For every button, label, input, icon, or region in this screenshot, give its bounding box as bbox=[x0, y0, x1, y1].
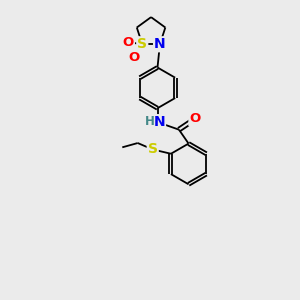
Text: O: O bbox=[128, 51, 139, 64]
Text: S: S bbox=[137, 37, 147, 51]
Text: O: O bbox=[123, 36, 134, 49]
Text: H: H bbox=[144, 115, 154, 128]
Text: S: S bbox=[148, 142, 158, 157]
Text: N: N bbox=[154, 37, 166, 51]
Text: O: O bbox=[189, 112, 201, 125]
Text: N: N bbox=[153, 115, 165, 129]
